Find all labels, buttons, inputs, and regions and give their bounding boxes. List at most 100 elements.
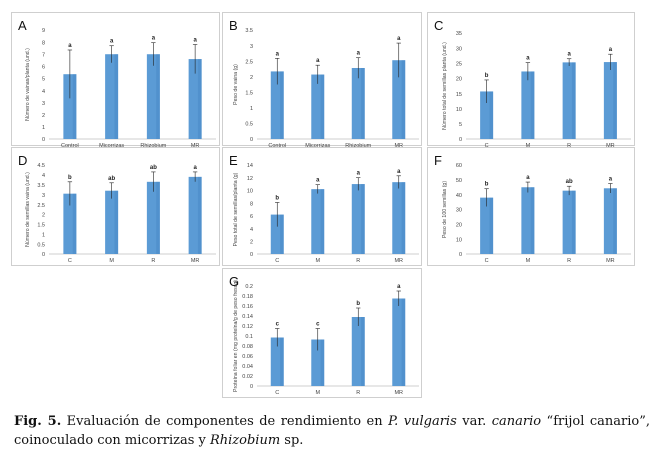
y-tick-label: 0 <box>42 137 45 143</box>
bar <box>351 317 365 386</box>
caption-text-2: var. <box>456 414 492 429</box>
chart-svg-c: 0 5 10 15 20 25 30 35 Número total de semillas p… <box>442 31 631 147</box>
y-tick-label: 30 <box>456 208 462 214</box>
y-tick-label: 35 <box>456 31 462 37</box>
chart-panel-g: 0 0.02 0.04 0.06 0.08 0.1 0.12 0.14 0.16 0.18 0.2 P… <box>222 268 422 398</box>
y-tick-label: 0.02 <box>242 374 253 380</box>
y-tick-label: 2 <box>250 75 253 81</box>
y-tick-label: 20 <box>456 77 462 83</box>
bar <box>351 184 365 254</box>
bar <box>311 339 325 386</box>
bar-shade <box>361 184 365 254</box>
y-axis-label: Proteína foliar en (mg proteína/g de pes… <box>233 280 239 392</box>
bar <box>146 54 160 139</box>
x-tick-label: M <box>526 258 531 264</box>
bar <box>392 182 406 254</box>
significance-letter: a <box>316 178 320 184</box>
panel-label-g: G <box>229 274 240 289</box>
x-tick-label: MR <box>191 258 200 264</box>
x-tick-label: R <box>567 258 571 264</box>
bar-shade <box>361 317 365 386</box>
bar <box>603 188 617 254</box>
y-tick-label: 9 <box>42 28 45 34</box>
y-axis-label: Peso total de semillas/planta (g) <box>233 172 239 246</box>
caption-text-4: sp. <box>280 433 304 448</box>
panel-label-b: B <box>229 18 238 33</box>
x-tick-label: Rhizobium <box>140 143 166 147</box>
bar-shade <box>489 91 494 139</box>
significance-letter: a <box>193 38 197 44</box>
bar-shade <box>320 339 325 386</box>
y-tick-label: 3 <box>250 44 253 50</box>
y-tick-label: 0.5 <box>245 122 253 128</box>
bar-shade <box>489 197 494 254</box>
bar-shade <box>401 60 406 139</box>
y-tick-label: 10 <box>456 237 462 243</box>
y-tick-label: 5 <box>42 77 45 83</box>
significance-letter: a <box>110 39 114 45</box>
y-axis-label: Número de vainas/planta (und.) <box>25 48 31 121</box>
x-tick-label: R <box>356 258 360 264</box>
bar <box>392 298 406 386</box>
significance-letter: ab <box>150 165 157 171</box>
bar-shade <box>114 54 119 139</box>
y-tick-label: 50 <box>456 178 462 184</box>
panel-label-c: C <box>434 18 444 33</box>
chart-panel-a: 0 1 2 3 4 5 6 7 8 9 Número de vainas/planta (und.)… <box>11 12 220 147</box>
bar-shade <box>320 189 325 254</box>
panel-label-f: F <box>434 153 442 168</box>
significance-letter: a <box>397 169 401 175</box>
bar-shade <box>613 62 617 139</box>
x-tick-label: M <box>526 143 531 147</box>
significance-letter: b <box>275 196 279 202</box>
y-tick-label: 6 <box>250 214 253 220</box>
chart-panel-e: 0 2 4 6 8 10 12 14 Peso total de semillas/planta… <box>222 147 422 266</box>
x-tick-label: MR <box>394 143 403 147</box>
y-tick-label: 2.5 <box>37 203 45 209</box>
x-tick-label: C <box>275 390 279 396</box>
y-tick-label: 1 <box>42 232 45 238</box>
y-tick-label: 0.1 <box>245 334 253 340</box>
chart-panel-c: 0 5 10 15 20 25 30 35 Número total de semillas p… <box>427 12 635 147</box>
bar <box>392 60 406 139</box>
x-tick-label: M <box>315 390 320 396</box>
significance-letter: c <box>276 322 280 328</box>
significance-letter: c <box>316 322 320 328</box>
x-tick-label: C <box>275 258 279 264</box>
y-tick-label: 60 <box>456 163 462 169</box>
bar-shade <box>280 71 284 139</box>
x-tick-label: MR <box>394 258 403 264</box>
significance-letter: a <box>357 51 361 57</box>
x-tick-label: C <box>68 258 72 264</box>
chart-svg-d: 0 0.5 1 1.5 2 2.5 3 3.5 4 4.5 Número de semillas v… <box>25 163 216 264</box>
y-tick-label: 40 <box>456 193 462 199</box>
bar <box>188 176 202 254</box>
bar <box>270 337 284 386</box>
chart-svg-f: 0 10 20 30 40 50 60 Peso de 100 semillas (g) b Ca… <box>442 163 631 264</box>
bar-shade <box>613 188 617 254</box>
y-tick-label: 6 <box>42 65 45 71</box>
y-tick-label: 3 <box>42 101 45 107</box>
bar-shade <box>401 298 406 386</box>
bar <box>562 190 576 254</box>
y-tick-label: 0 <box>250 384 253 390</box>
significance-letter: a <box>609 47 613 53</box>
y-tick-label: 0.12 <box>242 324 253 330</box>
x-tick-label: R <box>151 258 155 264</box>
bar <box>311 189 325 254</box>
y-tick-label: 0 <box>42 252 45 258</box>
y-tick-label: 25 <box>456 61 462 67</box>
y-tick-label: 2 <box>250 239 253 245</box>
bar <box>146 181 160 254</box>
chart-panel-d: 0 0.5 1 1.5 2 2.5 3 3.5 4 4.5 Número de semillas v… <box>11 147 220 266</box>
panel-label-d: D <box>18 153 28 168</box>
y-axis-label: Número total de semillas planta (und.) <box>442 42 448 130</box>
y-tick-label: 4.5 <box>37 163 45 169</box>
x-tick-label: MR <box>394 390 403 396</box>
chart-svg-b: 0 0.5 1 1.5 2 2.5 3 3.5 Peso de vaina (g) a Contro… <box>233 28 419 147</box>
y-tick-label: 8 <box>250 201 253 207</box>
significance-letter: a <box>316 58 320 64</box>
y-axis-label: Número de semillas vaina (und.) <box>25 172 31 247</box>
significance-letter: a <box>276 51 280 57</box>
x-tick-label: Micorrizas <box>305 143 330 147</box>
